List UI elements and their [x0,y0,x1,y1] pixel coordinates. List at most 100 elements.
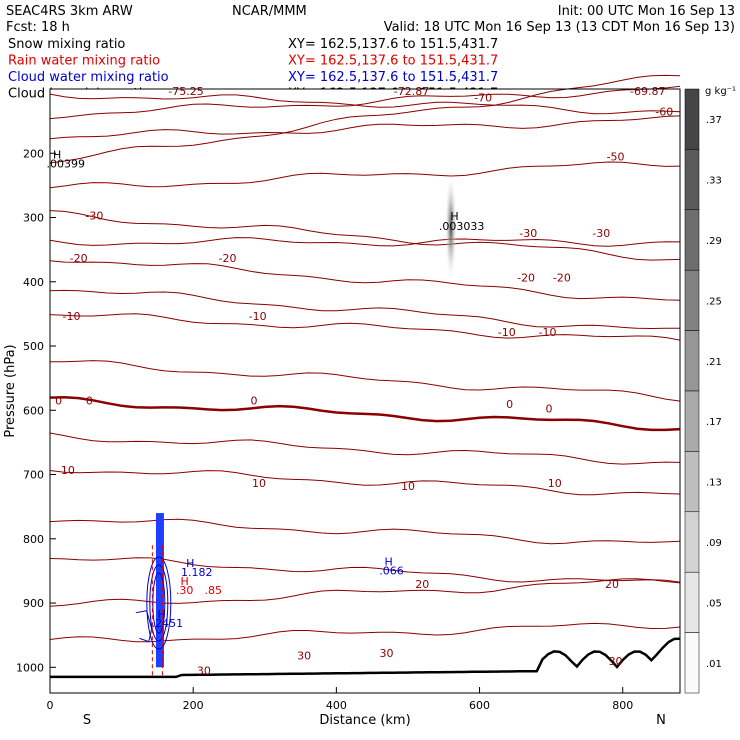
colorbar-swatch [684,88,700,150]
colorbar-tick-label: .25 [706,296,722,307]
colorbar-swatch [684,390,700,452]
hydrometeor-label: H [180,575,188,588]
hydrometeor-label: .2451 [152,617,184,630]
isotherm-label: -75.25 [168,85,203,98]
isotherm-label: 20 [415,578,429,591]
x-tick-label: 200 [183,699,204,712]
isotherm-label: -20 [553,271,571,284]
isotherm-line [49,470,681,496]
y-tick-label: 300 [23,212,44,225]
field-name: Cloud water mixing ratio [8,70,169,85]
colorbar: .37 .33 .29 .25 .21 .17 .13 .09 .05 .01 [684,88,722,694]
y-axis-title: Pressure (hPa) [3,344,18,437]
hydrometeor-label: H [158,608,166,621]
hydrometeor-label: H [186,557,194,570]
colorbar-swatch [684,632,700,694]
isotherm-label: 0 [251,395,258,408]
hydrometeor-label: H [384,555,392,568]
plot-area: -75.25 -72.87 -69.87 -70 -60 -50 -30 -30 -30 -20 -… [16,74,681,712]
hydrometeor-label: .30 [176,584,194,597]
colorbar-unit: g kg⁻¹ [705,86,736,97]
y-tick-label: 900 [23,597,44,610]
isotherm-line [49,93,681,115]
contour-labels: -75.25 -72.87 -69.87 -70 -60 -50 -30 -30 -30 -20 -… [47,85,674,678]
hydrometeor-label: .066 [379,564,404,577]
axis-ticks: 0 200 400 600 800200300400500600700800900100… [16,147,633,712]
colorbar-tick-label: .01 [706,659,722,670]
colorbar-tick-label: .33 [706,176,722,187]
isotherm-label: -10 [498,326,516,339]
field-xy: XY= 162.5,137.6 to 151.5,431.7 [288,37,498,52]
forecast-hour: Fcst: 18 h [6,20,70,35]
temperature-contours [49,74,681,643]
isotherm-label: 30 [197,665,211,678]
cloud-ice-column [444,172,457,283]
hydrometeor-label: 1.182 [181,566,213,579]
isotherm-label: 30 [297,650,311,663]
isotherm-line [49,115,681,140]
colorbar-tick-label: .29 [706,236,722,247]
isotherm-label: -10 [62,310,80,323]
plot-background [50,89,680,693]
isotherm-line [50,360,681,402]
isotherm-label: -70 [474,91,492,104]
isotherm-line [49,289,681,330]
x-tick-label: 800 [612,699,633,712]
isotherm-label: 0 [545,402,552,415]
field-name: Rain water mixing ratio [8,54,160,69]
north-label: N [656,713,666,728]
isotherm-label: 10 [401,480,415,493]
y-tick-label: 500 [23,340,44,353]
hydrometeor-fields [135,172,457,677]
y-tick-label: 700 [23,469,44,482]
x-tick-label: 600 [469,699,490,712]
isotherm-line [49,518,681,545]
terrain-profile [50,637,681,679]
colorbar-tick-label: .21 [706,357,722,368]
y-tick-label: 200 [23,147,44,160]
colorbar-swatch [684,209,700,271]
isotherm-line [49,210,681,261]
colorbar-swatch [684,451,700,513]
y-tick-label: 400 [23,276,44,289]
isotherm-line [49,260,681,301]
colorbar-swatch [684,330,700,392]
isotherm-label: 10 [548,477,562,490]
isotherm-label: 10 [61,464,75,477]
isotherm-line [49,161,681,189]
hydrometeor-label: .00399 [47,158,86,171]
isotherm-line [49,622,681,643]
hydrometeor-label: H [450,210,458,223]
init-time: Init: 00 UTC Mon 16 Sep 13 [558,4,735,19]
colorbar-tick-label: .09 [706,538,722,549]
colorbar-tick-label: .37 [706,115,722,126]
y-tick-label: 1000 [16,661,44,674]
isotherm-label: -20 [517,271,535,284]
colorbar-swatch [684,511,700,573]
field-xy: XY= 162.5,137.6 to 151.5,431.7 [288,54,498,69]
isotherm-line [49,74,681,164]
terrain-line [50,637,681,679]
field-name: Snow mixing ratio [8,37,125,52]
isotherm-label: 0 [506,398,513,411]
cloud-water-contour [146,556,172,650]
cloud-water-contour [135,610,153,643]
isotherm-label: -30 [519,227,537,240]
isotherm-label: -10 [249,310,267,323]
isotherm-label: 0 [86,395,93,408]
y-tick-label: 800 [23,533,44,546]
colorbar-swatch [684,269,700,331]
colorbar-tick-label: .13 [706,478,722,489]
isotherm-label: -30 [85,210,103,223]
isotherm-label: -69.87 [630,85,665,98]
cloud-water-contour [149,564,169,642]
hydrometeor-label: .85 [204,584,222,597]
isotherm-line [49,237,681,247]
isotherm-label: -10 [539,326,557,339]
isotherm-label: 30 [609,655,623,668]
cloud-water-column [155,513,164,668]
south-label: S [83,713,91,728]
isotherm-label: -72.87 [394,85,429,98]
isotherm-line [49,557,681,583]
isotherm-label: -20 [219,252,237,265]
